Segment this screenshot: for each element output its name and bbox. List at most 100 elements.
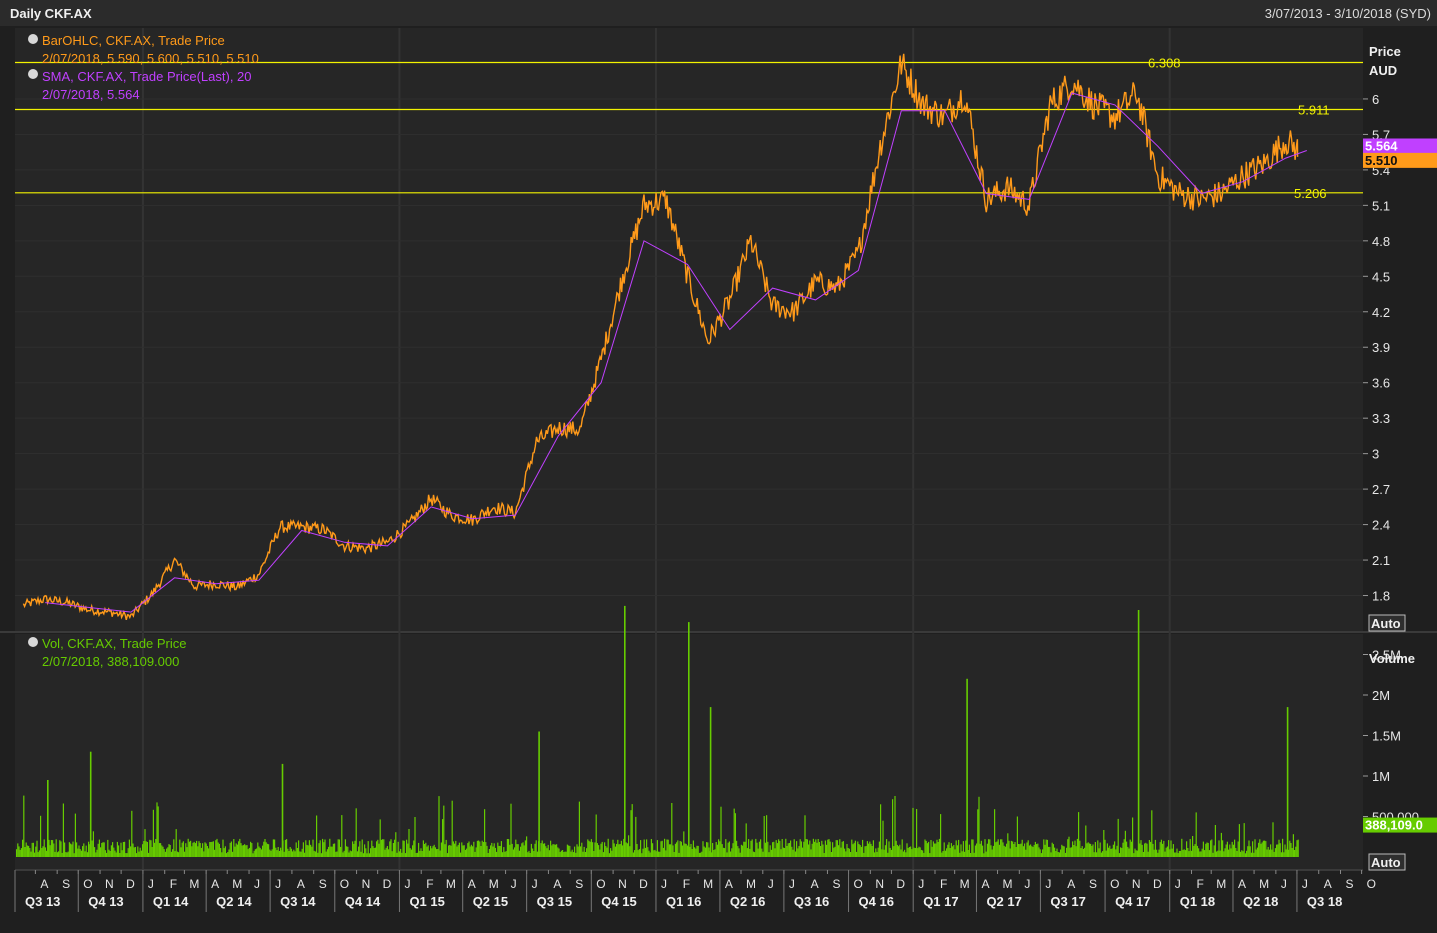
volume-bar bbox=[698, 852, 700, 857]
month-label: M bbox=[703, 877, 713, 891]
volume-bar bbox=[964, 851, 966, 857]
month-label: F bbox=[1197, 877, 1204, 891]
volume-bar bbox=[1020, 843, 1022, 857]
volume-bar bbox=[1080, 848, 1082, 857]
auto-scale-button-volume[interactable]: Auto bbox=[1368, 853, 1406, 871]
volume-bar bbox=[612, 839, 614, 857]
volume-bar bbox=[1244, 853, 1246, 857]
volume-bar bbox=[245, 845, 247, 857]
volume-bar bbox=[661, 840, 663, 857]
volume-bar bbox=[1220, 832, 1222, 857]
volume-bar bbox=[1198, 848, 1200, 857]
volume-bar bbox=[226, 853, 228, 857]
volume-bar bbox=[947, 844, 949, 857]
legend-toggle-icon[interactable] bbox=[28, 69, 38, 79]
volume-bar bbox=[1135, 850, 1137, 857]
volume-bar bbox=[1066, 847, 1068, 857]
month-label: A bbox=[981, 877, 989, 891]
volume-bar bbox=[853, 842, 855, 857]
auto-scale-button-price[interactable]: Auto bbox=[1368, 614, 1406, 632]
volume-bar bbox=[442, 819, 444, 857]
volume-bar bbox=[1274, 848, 1276, 857]
volume-bar bbox=[143, 841, 145, 857]
volume-bar bbox=[1063, 846, 1065, 857]
legend-toggle-icon[interactable] bbox=[28, 34, 38, 44]
volume-bar bbox=[775, 840, 777, 857]
volume-bar bbox=[461, 842, 463, 857]
volume-bar bbox=[908, 847, 910, 857]
volume-bar bbox=[829, 841, 831, 857]
month-label: J bbox=[1302, 877, 1308, 891]
volume-bar bbox=[293, 849, 295, 857]
volume-bar bbox=[565, 851, 567, 857]
month-label: J bbox=[532, 877, 538, 891]
volume-bar bbox=[1001, 839, 1003, 857]
volume-bar bbox=[156, 802, 158, 857]
legend-vol-values: 2/07/2018, 388,109.000 bbox=[42, 654, 179, 669]
volume-bar bbox=[1184, 850, 1186, 857]
volume-bar bbox=[1273, 851, 1275, 857]
volume-bar bbox=[349, 850, 351, 857]
volume-bar bbox=[252, 853, 254, 857]
volume-bar bbox=[864, 846, 866, 857]
volume-bar bbox=[133, 847, 135, 857]
volume-bar bbox=[306, 844, 308, 857]
volume-bar bbox=[166, 848, 168, 857]
volume-bar bbox=[563, 852, 565, 857]
volume-bar bbox=[313, 850, 315, 857]
volume-bar bbox=[383, 839, 385, 857]
volume-bar bbox=[869, 841, 871, 857]
volume-bar bbox=[415, 853, 417, 857]
volume-bar bbox=[322, 838, 324, 857]
legend-toggle-icon[interactable] bbox=[28, 637, 38, 647]
month-label: F bbox=[683, 877, 690, 891]
volume-bar bbox=[1070, 847, 1072, 857]
volume-bar bbox=[348, 852, 350, 857]
volume-bar bbox=[1087, 842, 1089, 857]
volume-bar bbox=[583, 846, 585, 857]
volume-bar bbox=[152, 809, 154, 857]
volume-bar bbox=[46, 850, 48, 857]
volume-bar bbox=[1168, 840, 1170, 857]
volume-bar bbox=[979, 843, 981, 857]
volume-bar bbox=[970, 853, 972, 857]
volume-bar bbox=[898, 846, 900, 857]
volume-bar bbox=[121, 850, 123, 857]
volume-bar bbox=[1064, 852, 1066, 857]
volume-bar bbox=[1228, 849, 1230, 857]
volume-bar bbox=[124, 841, 126, 857]
volume-bar bbox=[54, 851, 56, 857]
volume-bar bbox=[317, 852, 319, 857]
volume-bar bbox=[862, 839, 864, 857]
volume-bar bbox=[130, 846, 132, 857]
volume-bar bbox=[745, 823, 747, 857]
volume-bar bbox=[198, 841, 200, 857]
volume-bar bbox=[144, 829, 146, 857]
volume-bar bbox=[533, 851, 535, 857]
volume-bar bbox=[353, 843, 355, 857]
volume-bar bbox=[1156, 849, 1158, 857]
volume-bar bbox=[644, 847, 646, 857]
volume-bar bbox=[430, 845, 432, 857]
volume-bar bbox=[1123, 839, 1125, 857]
volume-bar bbox=[1188, 851, 1190, 857]
volume-bar bbox=[178, 852, 180, 857]
volume-bar bbox=[79, 849, 81, 857]
month-label: M bbox=[189, 877, 199, 891]
volume-bar bbox=[196, 840, 198, 857]
volume-bar bbox=[275, 847, 277, 857]
volume-bar bbox=[1158, 849, 1160, 857]
volume-bar bbox=[354, 840, 356, 857]
volume-bar bbox=[992, 845, 994, 857]
volume-bar bbox=[917, 848, 919, 857]
volume-bar bbox=[254, 849, 256, 857]
volume-bar bbox=[1268, 849, 1270, 857]
volume-bar bbox=[203, 851, 205, 857]
volume-bar bbox=[796, 841, 798, 857]
volume-bar bbox=[858, 844, 860, 857]
volume-bar bbox=[532, 848, 534, 857]
volume-bar bbox=[784, 848, 786, 857]
volume-bar bbox=[311, 846, 313, 857]
volume-bar bbox=[149, 839, 151, 857]
